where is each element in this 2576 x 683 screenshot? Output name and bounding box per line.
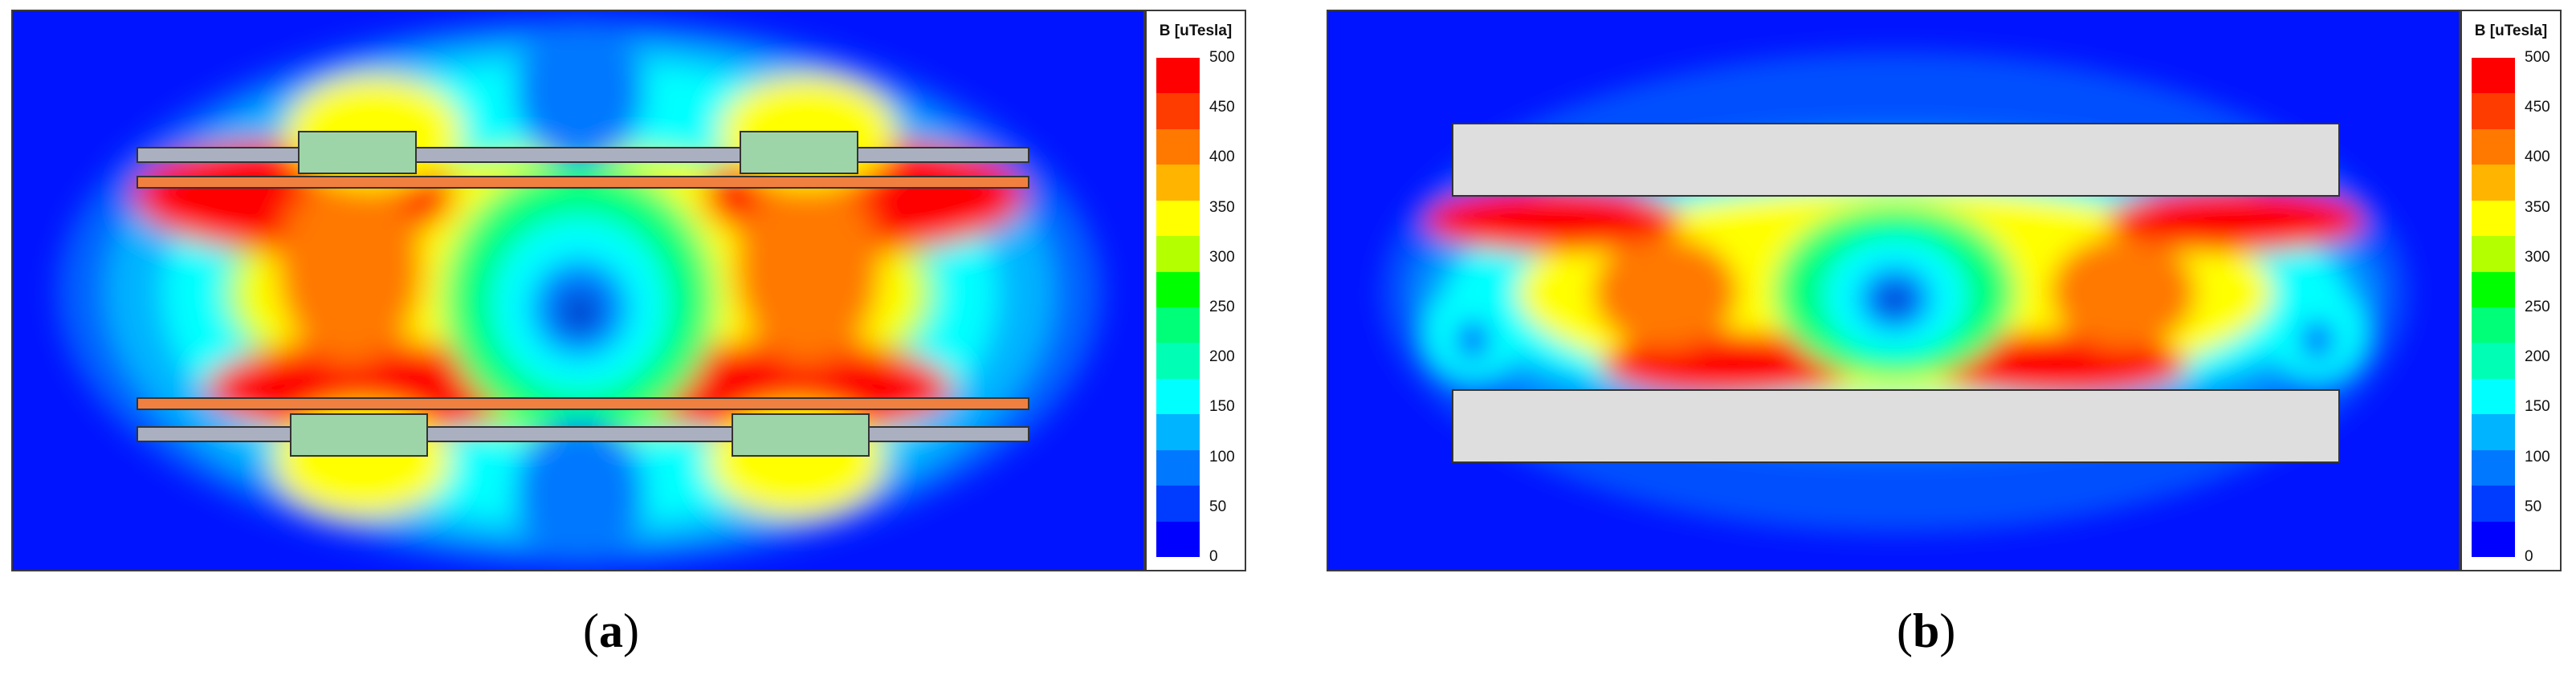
legend-title: B [uTesla] <box>2474 22 2548 39</box>
bottom-coil-left <box>290 413 428 457</box>
legend-swatch <box>1156 414 1200 451</box>
top-coil-left <box>298 131 417 174</box>
legend-tick-label: 300 <box>2525 248 2550 266</box>
legend-swatch <box>1156 378 1200 415</box>
legend-swatch <box>1156 200 1200 237</box>
field-plot-b <box>1327 10 2460 571</box>
panel-b: B [uTesla] 500 450 400 350 300 250 200 150 100 50… <box>1327 10 2562 571</box>
legend-swatch <box>1156 271 1200 308</box>
legend-tick-label: 0 <box>2525 548 2533 565</box>
legend-tick-label: 200 <box>2525 348 2550 366</box>
field-map-b <box>1328 11 2459 570</box>
top-shield-plate <box>137 176 1029 189</box>
legend-tick-label: 150 <box>1209 398 1235 416</box>
legend-swatch <box>1156 486 1200 522</box>
legend-tick-label: 450 <box>1209 99 1235 116</box>
legend-swatch <box>2472 343 2515 380</box>
legend-tick-label: 100 <box>1209 448 1235 465</box>
bottom-shield-plate <box>137 397 1029 410</box>
legend-swatch <box>1156 521 1200 558</box>
legend-tick-label: 500 <box>2525 49 2550 66</box>
legend-tick-label: 150 <box>2525 398 2550 416</box>
legend-swatch <box>1156 236 1200 273</box>
bottom-metal-block <box>1452 389 2340 463</box>
legend-swatch <box>2472 128 2515 165</box>
legend-swatch <box>2472 414 2515 451</box>
legend-swatch <box>2472 93 2515 130</box>
caption-b: (b) <box>1897 604 1956 657</box>
top-metal-block <box>1452 123 2340 197</box>
legend-swatch <box>2472 486 2515 522</box>
legend-tick-label: 0 <box>1209 548 1218 565</box>
legend-tick-label: 250 <box>2525 299 2550 315</box>
legend-swatch <box>1156 93 1200 130</box>
legend-swatch <box>2472 521 2515 558</box>
legend-title: B [uTesla] <box>1159 22 1233 39</box>
top-coil-right <box>740 131 858 174</box>
legend-tick-label: 350 <box>1209 198 1235 216</box>
field-map-a <box>13 11 1143 570</box>
legend-swatch <box>1156 449 1200 486</box>
top-ferrite-plate <box>137 147 1029 163</box>
bottom-coil-right <box>732 413 870 457</box>
legend-b: B [uTesla] 500 450 400 350 300 250 200 150 100 50… <box>2460 10 2562 571</box>
legend-swatch <box>2472 165 2515 201</box>
legend-tick-label: 300 <box>1209 248 1235 266</box>
legend-tick-label: 100 <box>2525 448 2550 465</box>
legend-tick-label: 50 <box>1209 498 1227 515</box>
legend-tick-label: 50 <box>2525 498 2542 515</box>
legend-tick-label: 500 <box>1209 49 1235 66</box>
legend-swatch <box>2472 236 2515 273</box>
field-plot-a <box>11 10 1145 571</box>
legend-tick-label: 200 <box>1209 348 1235 366</box>
bottom-ferrite-plate <box>137 426 1029 442</box>
legend-a: B [uTesla] 500 450 400 350 300 250 200 150 100 50… <box>1145 10 1246 571</box>
legend-tick-label: 450 <box>2525 99 2550 116</box>
legend-swatch <box>1156 343 1200 380</box>
legend-swatch <box>2472 378 2515 415</box>
legend-swatch <box>1156 128 1200 165</box>
legend-swatch <box>1156 58 1200 94</box>
legend-swatch <box>2472 271 2515 308</box>
caption-a: (a) <box>583 604 639 657</box>
legend-swatch <box>2472 200 2515 237</box>
legend-swatch <box>1156 165 1200 201</box>
legend-swatch <box>2472 449 2515 486</box>
legend-tick-label: 350 <box>2525 198 2550 216</box>
legend-swatch <box>2472 307 2515 344</box>
legend-swatch <box>1156 307 1200 344</box>
legend-tick-label: 400 <box>2525 148 2550 166</box>
panel-a: B [uTesla] 500 450 400 350 300 250 200 150 100 50… <box>11 10 1246 571</box>
legend-tick-label: 250 <box>1209 299 1235 315</box>
legend-tick-label: 400 <box>1209 148 1235 166</box>
legend-swatch <box>2472 58 2515 94</box>
